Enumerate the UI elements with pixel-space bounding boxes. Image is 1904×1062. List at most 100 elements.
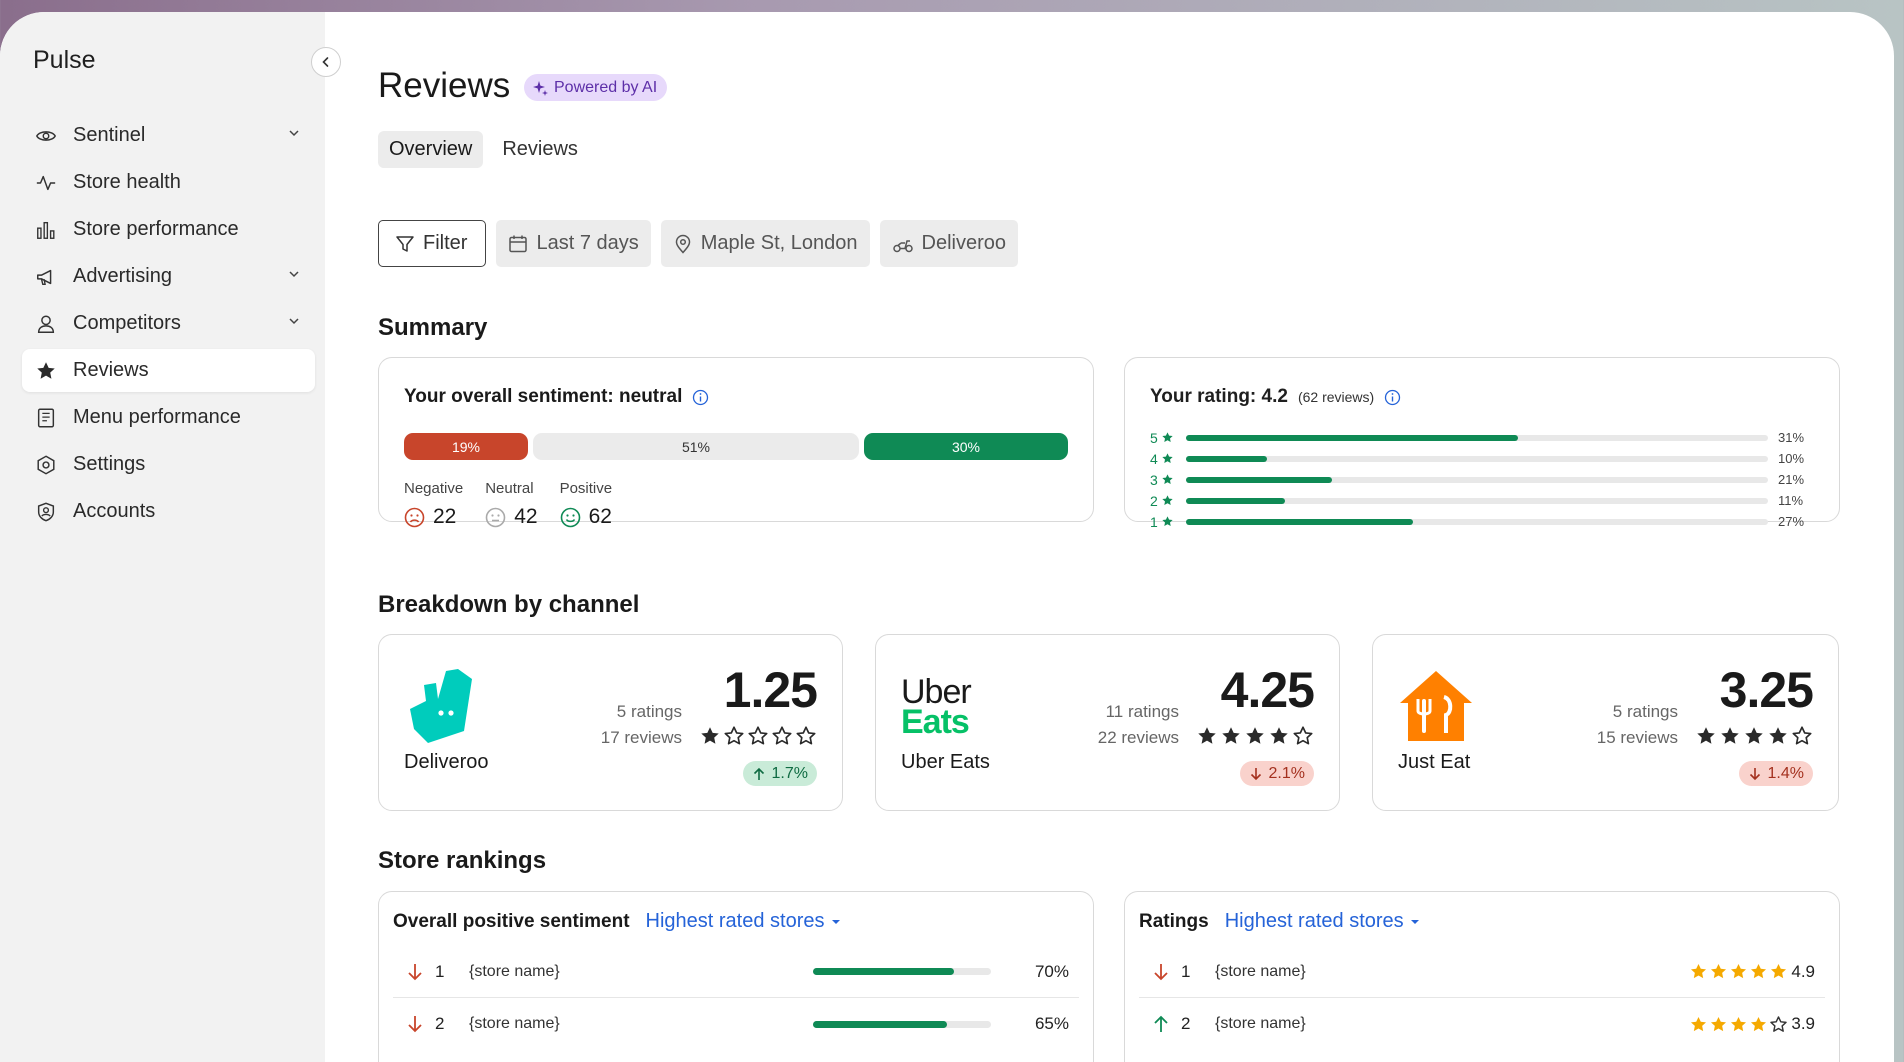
sidebar-item-label: Menu performance	[73, 406, 241, 428]
rank-number: 2	[1181, 1014, 1191, 1033]
channel-card-uber-eats[interactable]: Uber Eats Uber Eats 11 ratings 22 review…	[875, 634, 1340, 811]
rank-number: 1	[435, 961, 445, 981]
filter-label: Filter	[423, 232, 468, 254]
channel-name: Deliveroo	[404, 751, 489, 773]
star-filled-icon	[1198, 727, 1216, 744]
sentiment-progress-bar	[813, 1020, 991, 1028]
table-row[interactable]: 1 {store name} 4.9	[1139, 946, 1825, 998]
sentiment-ranking-card: Overall positive sentiment Highest rated…	[378, 891, 1094, 1062]
collapse-sidebar-button[interactable]	[311, 47, 341, 77]
table-row[interactable]: 2 {store name} 3.9	[1139, 998, 1825, 1050]
rating-row: 2 11%	[1150, 490, 1805, 511]
star-filled-icon	[1162, 432, 1173, 443]
sidebar-item-advertising[interactable]: Advertising	[22, 255, 315, 298]
channel-meta: 5 ratings 15 reviews	[1597, 699, 1678, 751]
sidebar-item-store-health[interactable]: Store health	[22, 161, 315, 204]
rating-row: 4 10%	[1150, 448, 1805, 469]
sidebar-item-menu-performance[interactable]: Menu performance	[22, 396, 315, 439]
ratings-count: 5 ratings	[1612, 702, 1678, 721]
arrow-up-icon	[753, 767, 764, 780]
sidebar-item-label: Accounts	[73, 500, 156, 522]
rating-row: 3 21%	[1150, 469, 1805, 490]
tab-reviews[interactable]: Reviews	[502, 138, 578, 160]
location-selector[interactable]: Maple St, London	[660, 220, 870, 267]
ranking-sort-dropdown[interactable]: Highest rated stores	[646, 910, 841, 933]
sidebar-item-sentinel[interactable]: Sentinel	[22, 114, 315, 157]
ratings-ranking-card: Ratings Highest rated stores 1 {store na…	[1124, 891, 1840, 1062]
rating-row-label: 2	[1150, 493, 1186, 509]
info-icon[interactable]	[1384, 389, 1401, 406]
date-range-selector[interactable]: Last 7 days	[496, 220, 651, 267]
sentiment-title-row: Your overall sentiment: neutral	[404, 386, 709, 408]
rating-row-label: 5	[1150, 430, 1186, 446]
eye-icon	[34, 124, 58, 148]
star-empty-icon	[724, 726, 744, 745]
star-number: 4	[1150, 450, 1158, 467]
star-rating	[1689, 962, 1788, 981]
rating-track	[1186, 476, 1768, 483]
arrow-up-icon	[1153, 1015, 1181, 1033]
star-empty-icon	[796, 726, 816, 745]
deliveroo-logo	[404, 669, 474, 748]
change-badge: 2.1%	[1239, 761, 1314, 786]
table-row[interactable]: 1 {store name} 70%	[393, 946, 1079, 998]
rating-track	[1186, 455, 1768, 462]
positive-label: Positive	[559, 480, 613, 497]
arrow-down-icon	[407, 1015, 435, 1033]
ratings-count: 5 ratings	[616, 702, 682, 721]
filter-icon	[396, 235, 414, 252]
neutral-label: Neutral	[485, 480, 534, 497]
sidebar-item-accounts[interactable]: Accounts	[22, 490, 315, 533]
ranking-sort-dropdown[interactable]: Highest rated stores	[1225, 910, 1420, 933]
location-pin-icon	[675, 234, 691, 254]
channel-card-just-eat[interactable]: Just Eat 5 ratings 15 reviews 3.25 1.4%	[1372, 634, 1839, 811]
sidebar-item-label: Settings	[73, 453, 146, 475]
rating-fill	[1186, 455, 1268, 462]
channel-selector[interactable]: Deliveroo	[879, 220, 1019, 267]
filter-button[interactable]: Filter	[378, 220, 487, 267]
location-label: Maple St, London	[700, 232, 858, 254]
ranking-header: Overall positive sentiment Highest rated…	[393, 910, 841, 933]
star-empty-icon	[1293, 726, 1313, 745]
reviews-count: 17 reviews	[600, 728, 682, 747]
star-filled-icon	[1710, 1016, 1727, 1031]
sentiment-bar: 19% 51% 30%	[404, 433, 1068, 460]
rating-fill	[1186, 497, 1285, 504]
star-filled-icon	[1721, 727, 1739, 744]
neutral-count: 42	[514, 505, 538, 528]
reviews-count: 22 reviews	[1097, 728, 1179, 747]
ratings-count: 11 ratings	[1105, 702, 1179, 721]
menu-icon	[34, 406, 58, 430]
happy-face-icon	[560, 507, 580, 527]
star-rating	[699, 725, 817, 747]
sidebar-item-settings[interactable]: Settings	[22, 443, 315, 486]
sidebar: Pulse	[0, 12, 325, 1062]
star-filled-icon	[701, 727, 719, 744]
scooter-icon	[892, 239, 913, 252]
sidebar-item-label: Reviews	[73, 359, 149, 381]
info-icon[interactable]	[692, 389, 709, 406]
channel-card-deliveroo[interactable]: Deliveroo 5 ratings 17 reviews 1.25 1.7%	[378, 634, 843, 811]
sidebar-item-label: Advertising	[73, 265, 172, 287]
ranking-title: Ratings	[1139, 910, 1209, 932]
sidebar-nav: Sentinel Store health Store performance …	[22, 114, 315, 537]
rankings-title: Store rankings	[378, 847, 547, 874]
sidebar-item-competitors[interactable]: Competitors	[22, 302, 315, 345]
sidebar-item-reviews[interactable]: Reviews	[22, 349, 315, 392]
megaphone-icon	[34, 265, 58, 289]
negative-label: Negative	[404, 480, 464, 497]
tab-overview[interactable]: Overview	[378, 131, 484, 168]
sidebar-item-store-performance[interactable]: Store performance	[22, 208, 315, 251]
table-row[interactable]: 2 {store name} 65%	[393, 998, 1079, 1050]
channel-label: Deliveroo	[921, 232, 1007, 254]
rating-review-count: (62 reviews)	[1297, 389, 1375, 405]
rating-row: 5 31%	[1150, 427, 1805, 448]
sparkle-icon	[533, 80, 548, 96]
account-icon	[34, 500, 58, 524]
rating-track	[1186, 434, 1768, 441]
dropdown-label: Highest rated stores	[1224, 910, 1404, 932]
arrow-down-icon	[1749, 767, 1760, 780]
star-filled-icon	[1162, 453, 1173, 464]
caret-down-icon	[831, 919, 840, 924]
star-empty-icon	[1770, 1015, 1787, 1032]
